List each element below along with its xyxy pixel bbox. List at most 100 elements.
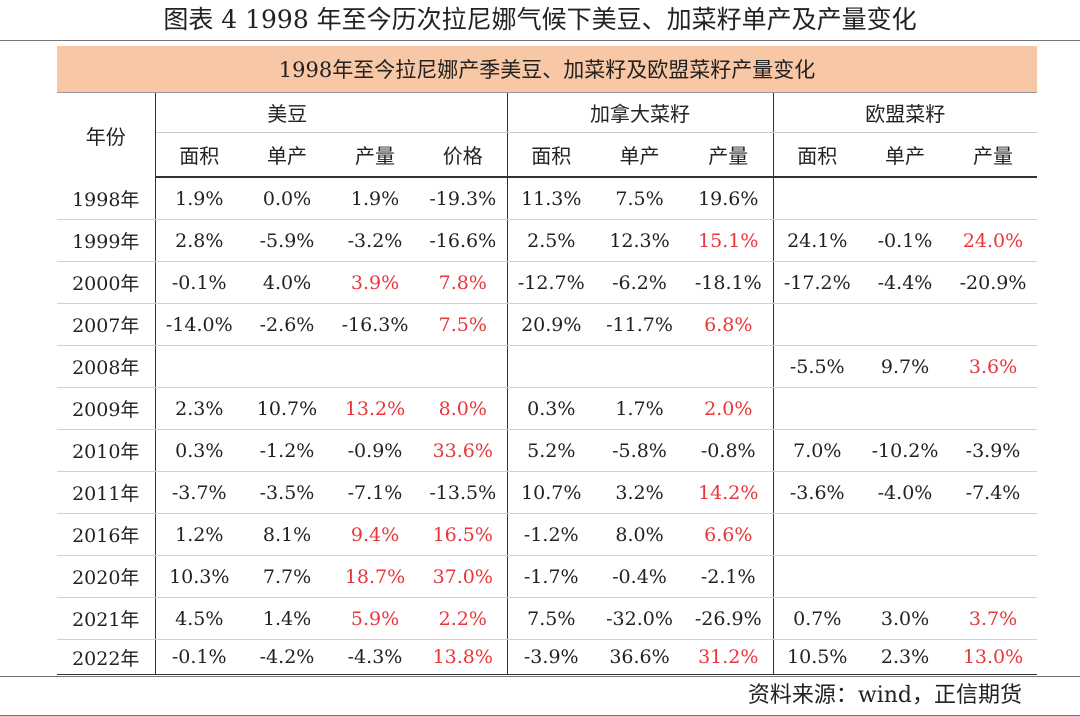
table-row: 2008年 -5.5% 9.7% 3.6% (57, 345, 1038, 388)
source-note: 资料来源：wind，正信期货 (747, 683, 1022, 708)
table-cell: -10.2% (861, 429, 949, 472)
table-cell: 9.4% (331, 513, 419, 556)
table-cell: 3.9% (331, 261, 419, 304)
table-cell: 24.0% (949, 219, 1038, 262)
footer: 资料来源：wind，正信期货 (0, 676, 1080, 716)
table-cell: 3.6% (949, 345, 1038, 388)
table-cell (155, 345, 243, 388)
table-cell: -0.8% (684, 429, 773, 472)
table-cell: 13.0% (949, 639, 1038, 675)
table-cell: 2.3% (155, 387, 243, 430)
table-title: 1998年至今拉尼娜产季美豆、加菜籽及欧盟菜籽产量变化 (57, 46, 1038, 93)
table-row: 2016年 1.2% 8.1% 9.4% 16.5% -1.2% 8.0% 6.6% (57, 513, 1038, 556)
group-header-canola: 加拿大菜籽 (506, 92, 773, 133)
data-table: 1998年至今拉尼娜产季美豆、加菜籽及欧盟菜籽产量变化 年份 美豆 加拿大菜籽 … (57, 46, 1038, 675)
table-cell: -4.0% (861, 471, 949, 514)
table-cell: 13.8% (419, 639, 507, 675)
table-cell: 12.3% (595, 219, 684, 262)
table-cell: 36.6% (595, 639, 684, 675)
row-year: 2011年 (57, 471, 156, 514)
table-cell: 10.7% (506, 471, 595, 514)
table-cell: 1.2% (155, 513, 243, 556)
table-cell: 7.0% (772, 429, 861, 472)
table-body: 1998年 1.9% 0.0% 1.9% -19.3% 11.3% 7.5% 19.6% 199… (57, 177, 1038, 675)
table-cell: 10.5% (772, 639, 861, 675)
table-row: 2022年 -0.1% -4.2% -4.3% 13.8% -3.9% 36.6% 31.2%… (57, 639, 1038, 675)
row-year: 2007年 (57, 303, 156, 346)
table-cell: 2.0% (684, 387, 773, 430)
table-cell (949, 387, 1038, 430)
table-cell: 15.1% (684, 219, 773, 262)
table-cell: 10.7% (243, 387, 331, 430)
row-year: 2000年 (57, 261, 156, 304)
table-cell: -16.6% (419, 219, 507, 262)
table-cell: 20.9% (506, 303, 595, 346)
table-cell: -5.8% (595, 429, 684, 472)
table-cell: 7.5% (419, 303, 507, 346)
table-cell: 1.4% (243, 597, 331, 640)
table-cell: -1.2% (243, 429, 331, 472)
table-cell: -0.4% (595, 555, 684, 598)
table-cell: 0.3% (155, 429, 243, 472)
table-cell: -3.2% (331, 219, 419, 262)
table-cell (861, 513, 949, 556)
sub-header-cell: 面积 (772, 132, 861, 178)
table-cell: -4.4% (861, 261, 949, 304)
table-cell: 7.5% (595, 177, 684, 220)
sub-header-cell: 产量 (684, 132, 773, 178)
table-row: 2000年 -0.1% 4.0% 3.9% 7.8% -12.7% -6.2% -18.1% -… (57, 261, 1038, 304)
table-cell: -14.0% (155, 303, 243, 346)
table-cell: -32.0% (595, 597, 684, 640)
table-cell: 14.2% (684, 471, 773, 514)
table-cell: -7.1% (331, 471, 419, 514)
table-cell: 8.0% (419, 387, 507, 430)
table-cell: 4.0% (243, 261, 331, 304)
table-cell: -2.1% (684, 555, 773, 598)
table-cell: 6.6% (684, 513, 773, 556)
table-cell: -11.7% (595, 303, 684, 346)
table-cell: 0.0% (243, 177, 331, 220)
table-cell: 37.0% (419, 555, 507, 598)
table-cell: -6.2% (595, 261, 684, 304)
table-cell (684, 345, 773, 388)
table-cell (861, 555, 949, 598)
table-row: 2021年 4.5% 1.4% 5.9% 2.2% 7.5% -32.0% -26.9% 0.7… (57, 597, 1038, 640)
table-cell (949, 177, 1038, 220)
table-cell: -0.1% (155, 261, 243, 304)
row-year: 1998年 (57, 177, 156, 220)
table-row: 1998年 1.9% 0.0% 1.9% -19.3% 11.3% 7.5% 19.6% (57, 177, 1038, 220)
table-cell: -18.1% (684, 261, 773, 304)
table-cell (772, 177, 861, 220)
table-cell: -3.5% (243, 471, 331, 514)
table-cell: -5.5% (772, 345, 861, 388)
row-year: 2021年 (57, 597, 156, 640)
table-cell: 7.5% (506, 597, 595, 640)
table-cell: 3.2% (595, 471, 684, 514)
table-cell: -4.2% (243, 639, 331, 675)
table-cell: 8.1% (243, 513, 331, 556)
table-cell: 33.6% (419, 429, 507, 472)
table-cell: -13.5% (419, 471, 507, 514)
table-cell (949, 513, 1038, 556)
row-year: 2009年 (57, 387, 156, 430)
sub-header-cell: 单产 (595, 132, 684, 178)
sub-header-cell: 面积 (506, 132, 595, 178)
table-cell (861, 177, 949, 220)
table-cell: 2.2% (419, 597, 507, 640)
table-cell (506, 345, 595, 388)
table-cell: 31.2% (684, 639, 773, 675)
table-cell: 0.3% (506, 387, 595, 430)
table-cell: 13.2% (331, 387, 419, 430)
table-cell: -0.1% (861, 219, 949, 262)
table-cell: 24.1% (772, 219, 861, 262)
sub-header-cell: 单产 (243, 132, 331, 178)
table-cell: -17.2% (772, 261, 861, 304)
group-header-us-soybean: 美豆 (155, 92, 419, 133)
sub-header-cell: 单产 (861, 132, 949, 178)
table-cell: 7.8% (419, 261, 507, 304)
table-row: 2009年 2.3% 10.7% 13.2% 8.0% 0.3% 1.7% 2.0% (57, 387, 1038, 430)
table-cell (772, 555, 861, 598)
table-cell: 16.5% (419, 513, 507, 556)
table-cell: 6.8% (684, 303, 773, 346)
group-header-eu-rapeseed: 欧盟菜籽 (772, 92, 1038, 133)
